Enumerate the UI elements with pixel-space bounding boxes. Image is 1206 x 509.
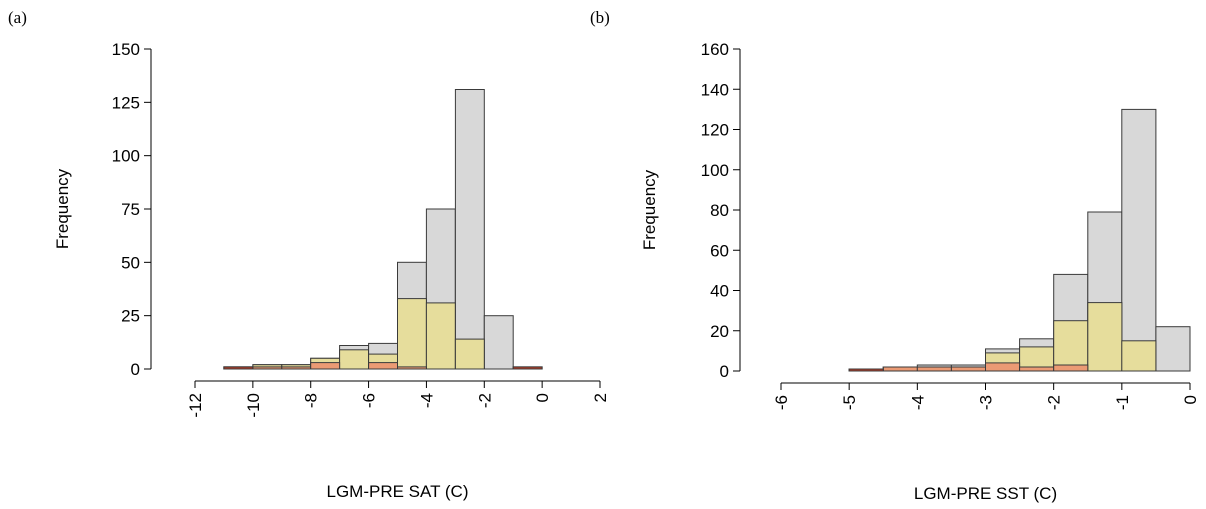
bar-sat-orange-5 bbox=[368, 362, 399, 370]
bar-sst-orange-1 bbox=[882, 366, 918, 372]
y-tick-label-sat-3: 75 bbox=[121, 200, 140, 219]
x-tick-label-sst-4: -2 bbox=[1045, 395, 1064, 410]
bar-sat-red-10 bbox=[512, 366, 543, 370]
bar-sat-orange-3 bbox=[310, 362, 341, 370]
x-tick-label-sat-6: 0 bbox=[533, 393, 552, 402]
y-tick-label-sat-4: 100 bbox=[112, 147, 140, 166]
bar-sst-orange-6 bbox=[1053, 364, 1089, 372]
bar-sst-orange-3 bbox=[950, 366, 987, 372]
x-tick-label-sat-5: -2 bbox=[475, 393, 494, 408]
x-tick-label-sst-3: -3 bbox=[977, 395, 996, 410]
bar-sat-gray-8 bbox=[454, 89, 485, 370]
bar-sat-gray-9 bbox=[483, 315, 514, 370]
bar-sst-orange-5 bbox=[1019, 366, 1055, 372]
y-tick-label-sst-6: 120 bbox=[701, 121, 729, 140]
bar-sst-gray-9 bbox=[1155, 326, 1191, 372]
y-tick-label-sst-7: 140 bbox=[701, 80, 729, 99]
y-tick-label-sat-6: 150 bbox=[112, 40, 140, 59]
x-tick-label-sst-1: -5 bbox=[840, 395, 859, 410]
y-tick-label-sst-5: 100 bbox=[701, 161, 729, 180]
bar-sat-yellow-4 bbox=[339, 349, 370, 370]
x-axis-title-sst: LGM-PRE SST (C) bbox=[914, 484, 1057, 503]
x-tick-label-sst-6: 0 bbox=[1181, 395, 1200, 404]
bar-sat-yellow-7 bbox=[425, 302, 456, 370]
x-axis-title-sat: LGM-PRE SAT (C) bbox=[327, 482, 469, 501]
bar-sst-orange-4 bbox=[985, 362, 1021, 372]
y-tick-label-sat-5: 125 bbox=[112, 93, 140, 112]
y-tick-label-sst-0: 0 bbox=[720, 362, 729, 381]
y-tick-label-sst-2: 40 bbox=[710, 282, 729, 301]
bar-sst-gray-8 bbox=[1121, 108, 1157, 372]
y-tick-label-sst-1: 20 bbox=[710, 322, 729, 341]
bar-sat-orange-2 bbox=[281, 366, 312, 370]
y-axis-title-sst: Frequency bbox=[640, 169, 659, 250]
y-tick-label-sat-0: 0 bbox=[131, 360, 140, 379]
x-tick-label-sat-3: -6 bbox=[360, 393, 379, 408]
x-tick-label-sat-4: -4 bbox=[417, 393, 436, 408]
bar-sat-red-0 bbox=[223, 366, 254, 370]
bar-sst-yellow-6 bbox=[1053, 320, 1089, 372]
x-tick-label-sat-1: -10 bbox=[244, 393, 263, 418]
bar-sst-yellow-8 bbox=[1121, 340, 1157, 372]
bar-sat-yellow-8 bbox=[454, 338, 485, 370]
panel-label-b: (b) bbox=[590, 8, 610, 27]
y-tick-label-sat-1: 25 bbox=[121, 307, 140, 326]
x-tick-label-sst-5: -1 bbox=[1113, 395, 1132, 410]
bar-sst-orange-2 bbox=[916, 366, 952, 372]
panel-label-a: (a) bbox=[8, 8, 27, 27]
y-tick-label-sst-4: 80 bbox=[710, 201, 729, 220]
x-tick-label-sst-2: -4 bbox=[908, 395, 927, 410]
x-tick-label-sat-0: -12 bbox=[186, 393, 205, 418]
x-tick-label-sat-7: 2 bbox=[591, 393, 610, 402]
bar-sat-orange-6 bbox=[397, 366, 427, 370]
y-axis-title-sat: Frequency bbox=[53, 168, 72, 249]
bar-sst-red-0 bbox=[848, 368, 884, 372]
y-tick-label-sst-8: 160 bbox=[701, 40, 729, 59]
bar-sat-orange-1 bbox=[252, 366, 283, 370]
y-tick-label-sat-2: 50 bbox=[121, 253, 140, 272]
bar-sst-yellow-7 bbox=[1087, 302, 1123, 372]
y-tick-label-sst-3: 60 bbox=[710, 241, 729, 260]
x-tick-label-sat-2: -8 bbox=[302, 393, 321, 408]
bar-sat-yellow-6 bbox=[397, 298, 427, 370]
x-tick-label-sst-0: -6 bbox=[772, 395, 791, 410]
